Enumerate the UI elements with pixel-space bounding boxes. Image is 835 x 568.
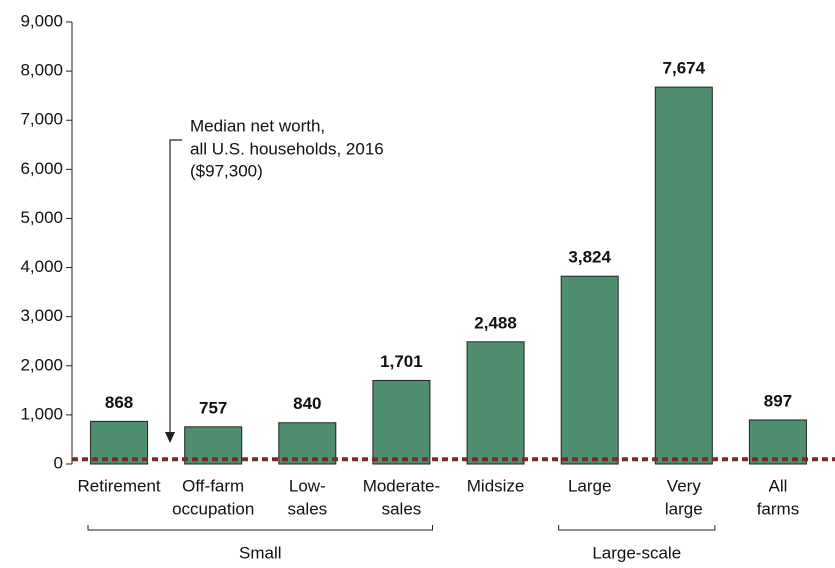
y-tick-label: 5,000 — [20, 208, 63, 227]
bar — [372, 379, 431, 465]
group-label: Small — [239, 543, 282, 562]
annotation: all U.S. households, 2016 — [190, 139, 384, 158]
group-bracket — [87, 525, 433, 531]
x-tick-label: Retirement — [77, 476, 160, 495]
value-label: 1,701 — [380, 352, 423, 371]
y-tick-label: 7,000 — [20, 110, 63, 129]
bar — [748, 419, 807, 465]
y-tick-label: 0 — [54, 453, 63, 472]
x-tick-label: Low- — [289, 476, 326, 495]
bar — [466, 341, 525, 465]
value-label: 868 — [105, 393, 133, 412]
y-tick-label: 2,000 — [20, 355, 63, 374]
y-tick-label: 4,000 — [20, 257, 63, 276]
bar — [560, 275, 619, 465]
value-label: 897 — [764, 391, 792, 410]
x-tick-label: Off-farm — [182, 476, 244, 495]
bar — [278, 422, 337, 465]
x-tick-label: occupation — [172, 499, 254, 518]
value-label: 7,674 — [663, 59, 706, 78]
group-bracket — [558, 525, 716, 531]
x-tick-label: sales — [287, 499, 327, 518]
annotation: Median net worth, — [190, 116, 325, 135]
value-label: 757 — [199, 398, 227, 417]
annotation-arrow — [169, 139, 182, 440]
y-tick-label: 1,000 — [20, 404, 63, 423]
x-tick-label: sales — [382, 499, 422, 518]
value-label: 2,488 — [474, 313, 517, 332]
y-tick-label: 3,000 — [20, 306, 63, 325]
x-tick-label: All — [768, 476, 787, 495]
bar — [654, 86, 713, 465]
y-tick-label: 8,000 — [20, 61, 63, 80]
annotation: ($97,300) — [190, 161, 263, 180]
y-tick-label: 6,000 — [20, 159, 63, 178]
value-label: 840 — [293, 394, 321, 413]
x-tick-label: Large — [568, 476, 611, 495]
arrow-head — [165, 432, 175, 443]
y-tick-label: 9,000 — [20, 11, 63, 30]
x-tick-label: Very — [667, 476, 702, 495]
x-tick-label: Midsize — [467, 476, 525, 495]
group-label: Large-scale — [592, 543, 681, 562]
x-tick-label: Moderate- — [363, 476, 440, 495]
bar — [90, 420, 149, 465]
x-tick-label: farms — [757, 499, 800, 518]
value-label: 3,824 — [568, 248, 611, 267]
x-tick-label: large — [665, 499, 703, 518]
